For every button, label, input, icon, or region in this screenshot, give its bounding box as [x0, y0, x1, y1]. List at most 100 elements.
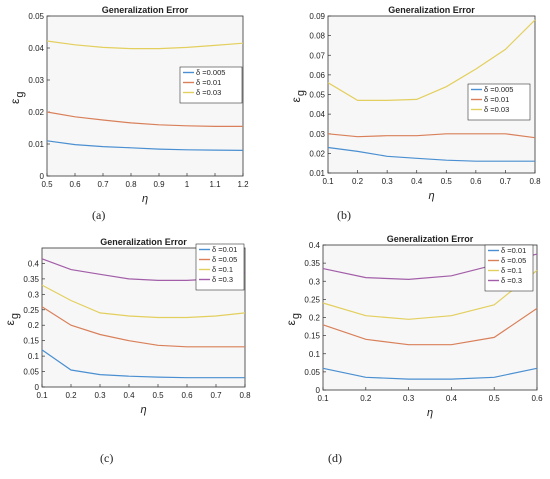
chart-panel-d: 0 0.05 0.1 0.15 0.2 0.25 0.3 0.35 0.4 0.1 0.2 0.3 0.…	[284, 234, 543, 465]
y-tick-label: 0	[40, 172, 45, 181]
y-axis-label-main: ε	[284, 320, 298, 326]
chart-panel-b: 0.01 0.02 0.03 0.04 0.05 0.06 0.07 0.08 0.09 0.1 0…	[289, 5, 541, 222]
panel-caption: (a)	[92, 208, 105, 222]
y-tick-label: 0.03	[309, 130, 325, 139]
y-axis-label: εg	[289, 90, 307, 102]
x-tick-label: 1.2	[237, 180, 249, 189]
legend-label: δ =0.3	[501, 276, 522, 285]
x-axis-label: η	[427, 407, 433, 419]
y-tick-label: 0.05	[28, 12, 44, 21]
legend-label: δ =0.005	[196, 68, 225, 77]
chart-panel-a: 0 0.01 0.02 0.03 0.04 0.05 0.5 0.6 0.7 0.8 0.9 1 1.1…	[8, 5, 249, 222]
x-tick-label: 0.7	[500, 177, 512, 186]
y-tick-label: 0.01	[28, 140, 44, 149]
y-tick-label: 0.01	[309, 169, 325, 178]
y-tick-label: 0.4	[309, 241, 321, 250]
y-axis-label: εg	[284, 313, 302, 325]
y-axis-label-sub: g	[295, 90, 307, 96]
x-tick-label: 0.8	[239, 391, 251, 400]
chart-title: Generalization Error	[102, 5, 189, 15]
legend-box	[484, 244, 534, 292]
y-tick-label: 0.3	[28, 290, 40, 299]
series-line	[327, 146, 535, 162]
series-line	[322, 269, 538, 320]
y-tick-label: 0.35	[23, 275, 39, 284]
x-tick-label: 0.1	[317, 394, 329, 403]
y-tick-label: 0.02	[309, 149, 325, 158]
x-tick-label: 0.6	[531, 394, 543, 403]
y-tick-label: 0.3	[309, 277, 321, 286]
chart-title: Generalization Error	[100, 237, 187, 247]
x-tick-label: 0.6	[69, 180, 81, 189]
y-tick-label: 0.04	[28, 44, 44, 53]
y-axis-label-sub: g	[14, 92, 26, 98]
x-tick-label: 0.6	[470, 177, 482, 186]
series-line	[327, 133, 536, 139]
legend-label: δ =0.01	[501, 246, 526, 255]
y-tick-label: 0.05	[304, 368, 320, 377]
y-axis-label: εg	[8, 92, 26, 104]
y-axis-label-main: ε	[8, 98, 22, 104]
y-tick-label: 0.05	[23, 368, 39, 377]
x-tick-label: 0.2	[360, 394, 372, 403]
y-axis-label-main: ε	[3, 320, 17, 326]
x-axis-label: η	[142, 193, 148, 205]
x-tick-label: 0.7	[97, 180, 109, 189]
series-line	[46, 40, 244, 50]
y-tick-label: 0.4	[28, 259, 40, 268]
x-tick-label: 0.7	[210, 391, 222, 400]
legend-box	[195, 243, 245, 291]
y-tick-label: 0.08	[309, 32, 325, 41]
y-axis-label-sub: g	[9, 313, 21, 319]
series-line	[322, 307, 538, 346]
panel-caption: (b)	[337, 208, 351, 222]
legend-label: δ =0.01	[196, 78, 221, 87]
x-tick-label: 0.4	[411, 177, 423, 186]
y-tick-label: 0.04	[309, 110, 325, 119]
x-axis-label: η	[140, 404, 146, 416]
y-axis-label-main: ε	[289, 97, 303, 103]
panel-caption: (d)	[328, 451, 342, 465]
legend-label: δ =0.005	[484, 85, 513, 94]
series-line	[41, 306, 245, 348]
y-tick-label: 0.35	[304, 259, 320, 268]
x-tick-label: 0.3	[94, 391, 106, 400]
y-tick-label: 0	[316, 386, 321, 395]
chart-title: Generalization Error	[387, 234, 474, 244]
y-tick-label: 0.1	[28, 352, 40, 361]
legend-label: δ =0.01	[212, 245, 237, 254]
x-axis-label: η	[428, 190, 434, 202]
legend-label: δ =0.01	[484, 95, 509, 104]
x-tick-label: 0.5	[489, 394, 501, 403]
y-tick-label: 0.05	[309, 91, 325, 100]
y-tick-label: 0.15	[23, 337, 39, 346]
x-tick-label: 0.9	[153, 180, 165, 189]
series-line	[41, 284, 246, 319]
x-tick-label: 0.4	[123, 391, 135, 400]
chart-panel-c: 0 0.05 0.1 0.15 0.2 0.25 0.3 0.35 0.4 0.1 0.2 0.3 0.…	[3, 237, 251, 465]
x-tick-label: 0.8	[125, 180, 137, 189]
x-tick-label: 0.3	[403, 394, 415, 403]
x-tick-label: 0.6	[181, 391, 193, 400]
legend-label: δ =0.05	[212, 255, 237, 264]
x-tick-label: 0.2	[352, 177, 364, 186]
x-tick-label: 0.1	[322, 177, 334, 186]
legend-label: δ =0.1	[212, 265, 233, 274]
legend-label: δ =0.1	[501, 266, 522, 275]
x-tick-label: 0.1	[36, 391, 48, 400]
legend-label: δ =0.03	[196, 88, 221, 97]
series-line	[327, 19, 536, 102]
series-line	[46, 111, 243, 128]
chart-title: Generalization Error	[388, 5, 475, 15]
x-tick-label: 0.4	[446, 394, 458, 403]
x-tick-label: 0.5	[41, 180, 53, 189]
y-tick-label: 0.02	[28, 108, 44, 117]
y-tick-label: 0.2	[309, 314, 321, 323]
y-tick-label: 0.1	[309, 350, 321, 359]
y-tick-label: 0	[35, 383, 40, 392]
y-tick-label: 0.07	[309, 51, 325, 60]
x-tick-label: 1	[185, 180, 190, 189]
series-line	[46, 140, 244, 151]
panel-caption: (c)	[100, 451, 113, 465]
x-tick-label: 0.2	[65, 391, 77, 400]
